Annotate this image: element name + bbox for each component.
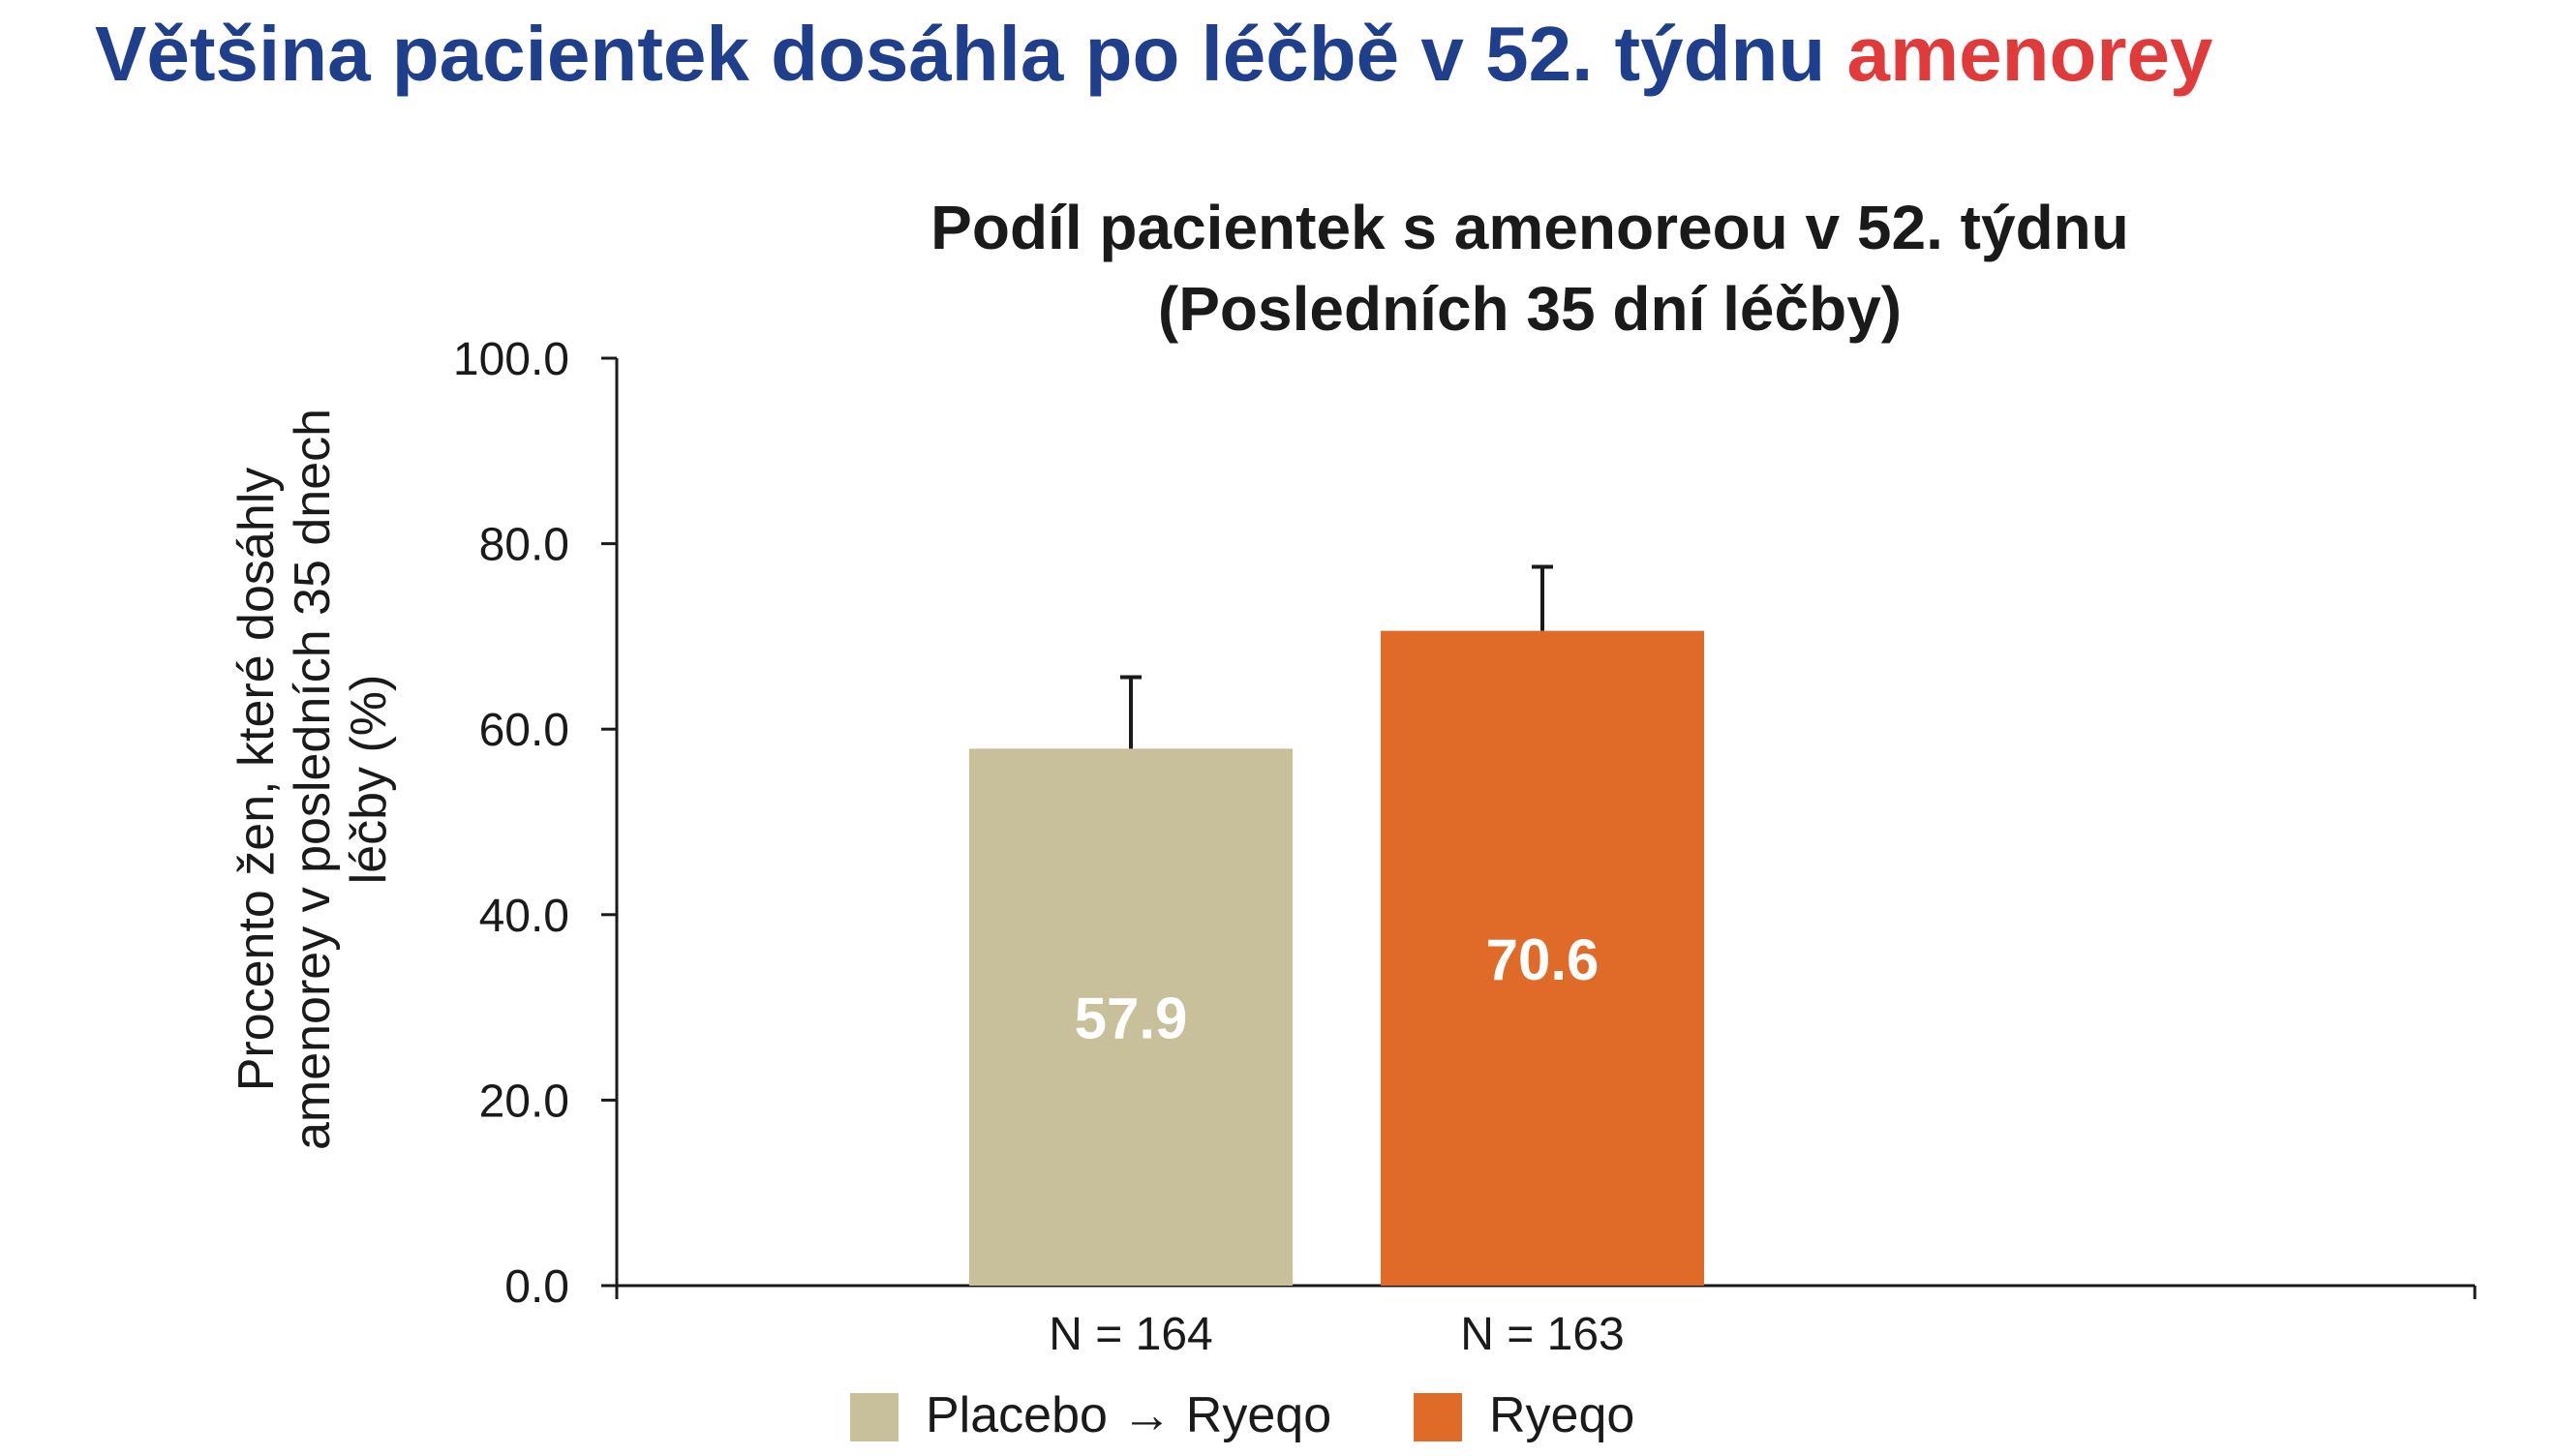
slide-title-accent: amenorey — [1846, 11, 2213, 97]
bar — [1381, 630, 1704, 1286]
chart-subtitle: (Posledních 35 dní léčby) — [1157, 274, 1903, 344]
bar-value-label: 57.9 — [1075, 986, 1188, 1051]
x-category-label: N = 163 — [1460, 1309, 1624, 1360]
bar — [969, 748, 1293, 1286]
legend-label-ryeqo: Ryeqo — [1489, 1387, 1635, 1443]
x-category-label: N = 164 — [1049, 1309, 1212, 1360]
y-tick-label: 40.0 — [479, 891, 569, 942]
y-tick-label: 0.0 — [504, 1261, 569, 1313]
legend-swatch-placebo — [850, 1393, 899, 1441]
y-tick-label: 60.0 — [479, 705, 569, 756]
y-tick-label: 80.0 — [479, 520, 569, 571]
y-tick-label: 100.0 — [453, 334, 569, 385]
chart-title: Podíl pacientek s amenoreou v 52. týdnu — [930, 193, 2129, 262]
slide-title: Většina pacientek dosáhla po léčbě v 52.… — [95, 10, 2212, 99]
legend-swatch-ryeqo — [1414, 1393, 1462, 1441]
y-tick-label: 20.0 — [479, 1076, 569, 1127]
legend-label-placebo: Placebo → Ryeqo — [926, 1387, 1332, 1443]
slide-title-main: Většina pacientek dosáhla po léčbě v 52.… — [95, 11, 1826, 97]
bar-value-label: 70.6 — [1486, 927, 1600, 992]
